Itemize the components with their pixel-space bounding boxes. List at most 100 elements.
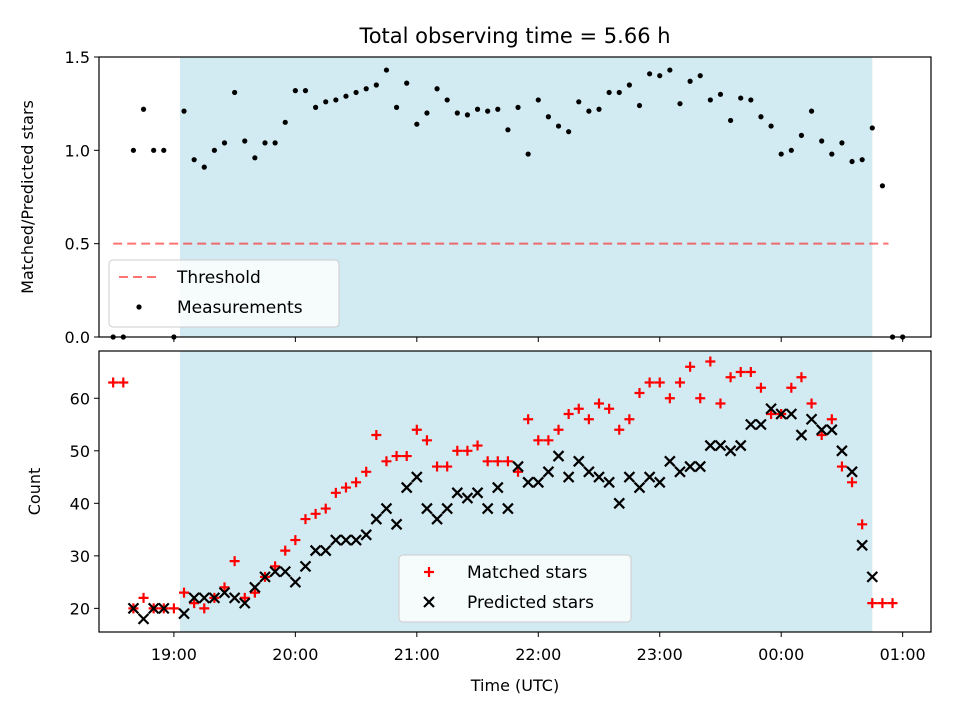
predicted-point: [542, 466, 555, 478]
predicted-point: [461, 492, 474, 504]
matched-point: [138, 592, 149, 603]
matched-point: [290, 535, 301, 546]
predicted-point: [188, 592, 200, 604]
predicted-point: [664, 455, 676, 468]
matched-point: [685, 361, 696, 372]
measurement-point: [768, 123, 774, 129]
matched-point: [745, 367, 756, 378]
matched-point: [411, 424, 422, 435]
predicted-point: [411, 471, 423, 483]
y-tick-label: 40: [70, 494, 90, 513]
axes-frame: [98, 350, 932, 633]
x-tick-label: 20:00: [272, 645, 318, 664]
count-panel: 20 30 40 50 60 19:00 20:00 21:00 22:00 23:00 00:00…: [25, 350, 932, 695]
measurement-point: [788, 147, 794, 153]
predicted-point: [775, 408, 787, 420]
measurement-point: [657, 73, 663, 79]
measurement-point: [292, 88, 298, 94]
measurement-point: [161, 147, 167, 153]
matched-point: [452, 445, 463, 456]
matched-point: [482, 456, 493, 467]
matched-point: [513, 466, 524, 477]
measurement-point: [677, 101, 683, 107]
measurement-point: [464, 112, 471, 118]
predicted-point: [360, 529, 372, 541]
matched-point: [118, 377, 129, 388]
measurement-point: [576, 99, 582, 105]
measurement-point: [414, 121, 420, 127]
legend-label: Predicted stars: [467, 593, 594, 613]
matched-point: [168, 603, 179, 614]
matched-point: [887, 598, 898, 609]
predicted-point: [522, 476, 534, 489]
predicted-point: [471, 487, 484, 499]
matched-point: [614, 424, 625, 435]
measurement-point: [353, 89, 359, 96]
matched-point: [715, 398, 726, 409]
measurement-point: [748, 97, 754, 103]
measurement-point: [181, 108, 187, 114]
predicted-point: [623, 471, 636, 483]
matched-point: [573, 403, 584, 414]
predicted-point: [805, 413, 818, 426]
x-tick-label: 01:00: [880, 645, 926, 664]
y-tick-label: 30: [70, 547, 90, 566]
measurement-point: [707, 97, 713, 103]
matched-point: [867, 598, 878, 609]
predicted-point: [431, 513, 443, 525]
matched-point: [472, 440, 483, 451]
ratio-panel: 0.0 0.5 1.0 1.5 Matched/Predicted stars Thres…: [18, 48, 932, 347]
matched-point: [806, 398, 817, 409]
measurement-point: [302, 88, 309, 94]
y-axis-label: Count: [25, 468, 44, 516]
matched-point: [664, 393, 675, 404]
measurement-point: [535, 97, 541, 103]
matched-point: [442, 461, 453, 472]
matched-point: [280, 545, 291, 556]
x-tick-label: 22:00: [515, 645, 561, 664]
measurement-point: [130, 147, 137, 153]
matched-point: [492, 456, 503, 467]
measurement-point: [495, 106, 501, 112]
measurement-point: [606, 89, 612, 96]
predicted-point: [815, 424, 828, 436]
predicted-point: [269, 565, 281, 578]
legend: Threshold Measurements: [108, 259, 340, 328]
measurement-point: [434, 86, 440, 92]
predicted-point: [178, 607, 190, 620]
matched-point: [836, 461, 847, 472]
measurement-point: [758, 114, 764, 120]
predicted-point: [734, 439, 747, 452]
predicted-point: [249, 581, 261, 594]
predicted-point: [714, 439, 727, 452]
predicted-point: [400, 481, 413, 494]
predicted-point: [795, 429, 808, 441]
predicted-point: [492, 481, 504, 494]
predicted-point: [319, 544, 332, 557]
measurement-point: [697, 73, 703, 79]
measurement-point: [151, 147, 157, 153]
measurement-point: [869, 125, 875, 131]
predicted-point: [208, 592, 221, 604]
matched-point: [624, 414, 635, 425]
measurement-point: [545, 114, 552, 120]
measurement-point: [211, 147, 217, 153]
predicted-point: [502, 502, 514, 515]
matched-point: [816, 430, 827, 441]
legend: Matched stars Predicted stars: [398, 554, 632, 623]
y-axis-label: Matched/Predicted stars: [18, 100, 37, 294]
measurement-point: [586, 108, 592, 114]
predicted-point: [724, 445, 737, 457]
predicted-point: [643, 471, 656, 483]
matched-point: [300, 514, 311, 525]
predicted-point: [441, 502, 453, 515]
measurement-point: [738, 95, 744, 101]
measurement-point: [687, 78, 693, 84]
measurement-point: [232, 89, 238, 96]
predicted-point: [583, 466, 595, 478]
predicted-point: [552, 450, 565, 462]
matched-point: [401, 451, 412, 462]
predicted-point: [390, 518, 403, 531]
series-matched-stars: [108, 356, 898, 614]
matched-point: [270, 561, 281, 572]
